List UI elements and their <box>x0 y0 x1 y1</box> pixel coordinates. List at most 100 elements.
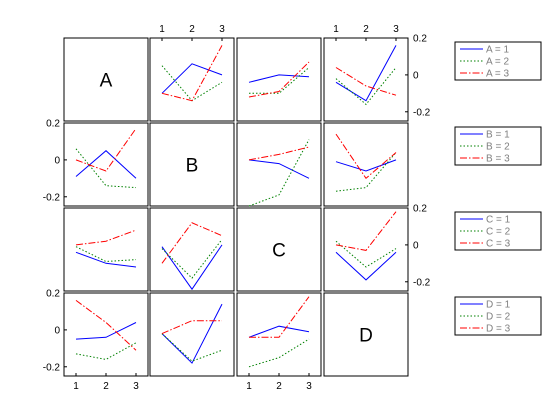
panel-r0-c2 <box>236 37 322 122</box>
series-line-r3-c0-s1 <box>75 322 137 340</box>
y-tick-label-r1-0: 0.2 <box>46 119 60 130</box>
panel-r0-c3 <box>323 37 409 122</box>
panel-frame <box>323 292 409 377</box>
legend-A: A = 1A = 2A = 3 <box>454 41 542 81</box>
series-line-r1-c3-s1 <box>335 159 397 172</box>
legend-box <box>454 41 542 81</box>
y-tick-label-r1-2: -0.2 <box>43 192 61 203</box>
y-tick-label-r1-1: 0 <box>54 155 60 166</box>
y-tick-label-r3-1: 0 <box>54 325 60 336</box>
series-line-r1-c0-s3 <box>75 128 137 172</box>
series-line-r3-c0-s2 <box>75 342 137 360</box>
series-line-r0-c3-s1 <box>335 45 397 102</box>
series-line-r2-c3-s3 <box>335 211 397 251</box>
panel-r3-c2 <box>236 292 322 377</box>
panel-frame <box>63 37 149 122</box>
diagonal-label-C: C <box>272 241 286 262</box>
panel-r0-c1 <box>149 37 235 122</box>
y-tick-label-r2-2: -0.2 <box>413 277 431 288</box>
legend-label-A-1: A = 1 <box>486 45 510 56</box>
panel-r1-c2 <box>236 122 322 207</box>
diagonal-label-B: B <box>186 156 199 177</box>
x-tick-label-c3-1: 2 <box>363 24 369 35</box>
series-line-r2-c3-s1 <box>335 251 397 281</box>
y-tick-label-r2-1: 0 <box>413 240 419 251</box>
panel-frame <box>63 292 149 377</box>
legend-box <box>454 296 542 336</box>
diagonal-label-D: D <box>359 326 373 347</box>
legend-label-C-3: C = 3 <box>486 239 511 250</box>
panel-r1-c1: B <box>149 122 235 207</box>
y-tick-label-r0-1: 0 <box>413 70 419 81</box>
legend-label-C-1: C = 1 <box>486 215 511 226</box>
legends-layer: A = 1A = 2A = 3 B = 1B = 2B = 3 C = 1C = 2… <box>454 41 542 336</box>
x-tick-label-c2-2: 3 <box>306 381 312 392</box>
series-line-r3-c2-s3 <box>249 296 310 338</box>
series-line-r3-c2-s1 <box>248 325 310 338</box>
series-line-r1-c0-s2 <box>75 148 137 189</box>
legend-C: C = 1C = 2C = 3 <box>454 211 542 251</box>
x-tick-label-c3-2: 3 <box>393 24 399 35</box>
panel-frame <box>236 37 322 122</box>
x-tick-label-c3-0: 1 <box>333 24 339 35</box>
series-line-r2-c3-s2 <box>335 240 397 268</box>
panel-frame <box>149 37 235 122</box>
panels-layer: A B C D 1 2 3 1 2 3 1 2 3 1 2 3 0.2 0 -0.2 0.2 0 -0.2 0.2 0 -0.2… <box>43 24 431 392</box>
legend-label-B-1: B = 1 <box>486 130 510 141</box>
legend-label-C-2: C = 2 <box>486 227 511 238</box>
x-tick-label-c0-0: 1 <box>73 381 79 392</box>
diagonal-label-A: A <box>100 71 113 92</box>
x-tick-label-c1-2: 3 <box>219 24 225 35</box>
series-line-r1-c3-s3 <box>335 133 397 180</box>
panel-r0-c0: A <box>63 37 149 122</box>
series-line-r2-c1-s2 <box>161 239 223 279</box>
x-tick-label-c0-1: 2 <box>103 381 109 392</box>
series-line-r0-c1-s1 <box>161 63 223 94</box>
series-line-r1-c2-s3 <box>248 146 310 161</box>
x-tick-label-c2-1: 2 <box>276 381 282 392</box>
y-tick-label-r3-2: -0.2 <box>43 362 61 373</box>
series-line-r2-c0-s1 <box>75 251 137 268</box>
panel-frame <box>236 292 322 377</box>
panel-r2-c3 <box>323 207 409 292</box>
x-tick-label-c1-0: 1 <box>159 24 165 35</box>
series-line-r0-c3-s2 <box>335 67 397 106</box>
panel-frame <box>236 122 322 207</box>
series-line-r2-c1-s1 <box>161 244 223 291</box>
series-line-r1-c0-s1 <box>75 150 137 179</box>
legend-label-D-2: D = 2 <box>486 312 511 323</box>
series-line-r2-c0-s2 <box>75 246 137 263</box>
series-line-r0-c2-s3 <box>248 61 310 98</box>
legend-label-B-2: B = 2 <box>486 142 510 153</box>
legend-box <box>454 211 542 251</box>
panel-frame <box>63 122 149 207</box>
panel-frame <box>323 207 409 292</box>
panel-r3-c3: D <box>323 292 409 377</box>
panel-frame <box>236 207 322 292</box>
series-line-r0-c3-s3 <box>335 67 397 96</box>
panel-r1-c0 <box>63 122 149 207</box>
series-line-r2-c0-s3 <box>75 229 137 246</box>
panel-r3-c0 <box>63 292 149 377</box>
panel-r2-c0 <box>63 207 149 292</box>
panel-frame <box>149 122 235 207</box>
series-line-r3-c1-s3 <box>161 320 222 335</box>
panel-r2-c2: C <box>236 207 322 292</box>
legend-label-A-2: A = 2 <box>486 57 510 68</box>
legend-label-D-3: D = 3 <box>486 324 511 335</box>
x-tick-label-c1-1: 2 <box>189 24 195 35</box>
legend-label-B-3: B = 3 <box>486 154 510 165</box>
y-tick-label-r0-2: -0.2 <box>413 107 431 118</box>
series-line-r0-c1-s3 <box>161 45 223 102</box>
legend-B: B = 1B = 2B = 3 <box>454 126 542 166</box>
series-line-r1-c2-s2 <box>248 139 310 207</box>
y-tick-label-r2-0: 0.2 <box>413 204 427 215</box>
series-line-r1-c3-s2 <box>335 152 397 192</box>
panel-frame <box>323 37 409 122</box>
legend-D: D = 1D = 2D = 3 <box>454 296 542 336</box>
series-line-r0-c2-s2 <box>249 67 310 94</box>
y-tick-label-r0-0: 0.2 <box>413 34 427 45</box>
x-tick-label-c0-2: 3 <box>133 381 139 392</box>
y-tick-label-r3-0: 0.2 <box>46 289 60 300</box>
series-line-r2-c1-s3 <box>161 222 223 264</box>
